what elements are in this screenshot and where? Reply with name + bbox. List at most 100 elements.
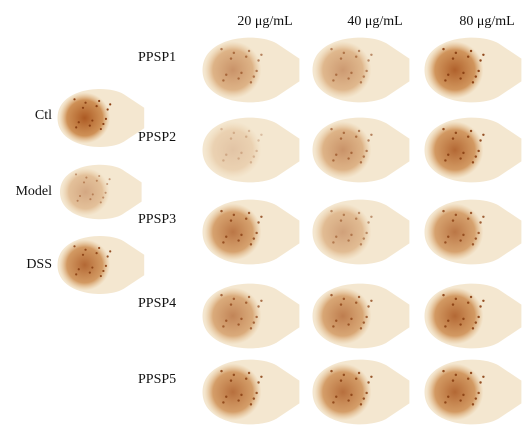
stain-dot xyxy=(233,374,235,376)
stain xyxy=(426,364,483,421)
stain-dot xyxy=(77,200,79,202)
stain-dot xyxy=(482,54,484,56)
stain-dot xyxy=(442,210,444,212)
stain-dot xyxy=(358,296,360,298)
stain-dot xyxy=(75,173,77,175)
stain-dot xyxy=(340,137,342,139)
stain-dot xyxy=(330,370,332,372)
stain xyxy=(426,122,483,179)
larva-image xyxy=(425,38,522,103)
stain xyxy=(314,204,371,261)
stain-dot xyxy=(330,210,332,212)
stain-dot xyxy=(343,52,345,54)
stain-dot xyxy=(365,392,367,394)
larva-image xyxy=(60,165,142,220)
column-header: 20 μg/mL xyxy=(237,14,292,29)
row-label: PPSP4 xyxy=(138,296,176,311)
stain-dot xyxy=(250,403,252,405)
stain-dot xyxy=(225,154,227,156)
stain-dot xyxy=(477,70,479,72)
stain-dot xyxy=(442,370,444,372)
stain-dot xyxy=(253,155,255,157)
stain-dot xyxy=(248,212,250,214)
stain-dot xyxy=(477,392,479,394)
stain-dot xyxy=(477,150,479,152)
larva-image xyxy=(425,118,522,183)
stain-dot xyxy=(255,150,257,152)
stain-dot xyxy=(73,98,75,100)
stain-dot xyxy=(230,137,232,139)
stain-dot xyxy=(452,137,454,139)
stain-dot xyxy=(109,178,111,180)
stain-dot xyxy=(365,232,367,234)
stain-dot xyxy=(475,75,477,77)
stain-dot xyxy=(360,327,362,329)
stain-dot xyxy=(467,377,469,379)
larva-image xyxy=(203,200,300,265)
stain-dot xyxy=(222,159,224,161)
stain-dot xyxy=(253,321,255,323)
larva-image xyxy=(313,360,410,425)
stain-dot xyxy=(237,239,239,241)
larva-image xyxy=(425,200,522,265)
stain-dot xyxy=(350,394,352,396)
stain-dot xyxy=(355,217,357,219)
stain-dot xyxy=(347,399,349,401)
stain-dot xyxy=(452,57,454,59)
stain-dot xyxy=(89,125,91,127)
larva-image xyxy=(313,200,410,265)
stain-dot xyxy=(245,301,247,303)
stain-dot xyxy=(91,266,93,268)
stain-dot xyxy=(343,214,345,216)
stain-dot xyxy=(332,159,334,161)
stain-dot xyxy=(462,72,464,74)
stain-dot xyxy=(472,403,474,405)
stain-dot xyxy=(78,268,80,270)
stain-dot xyxy=(260,54,262,56)
stain-dot xyxy=(237,77,239,79)
stain-dot xyxy=(335,320,337,322)
stain-dot xyxy=(230,379,232,381)
stain-dot xyxy=(447,74,449,76)
stain-dot xyxy=(257,221,259,223)
stain-dot xyxy=(444,79,446,81)
stain-dot xyxy=(444,325,446,327)
stain-dot xyxy=(355,377,357,379)
stain-dot xyxy=(245,55,247,57)
stain-dot xyxy=(340,303,342,305)
stain-dot xyxy=(248,372,250,374)
stain-dot xyxy=(245,217,247,219)
stain-dot xyxy=(350,234,352,236)
stain xyxy=(62,168,110,216)
stain-dot xyxy=(467,217,469,219)
stain-dot xyxy=(462,234,464,236)
stain-dot xyxy=(482,376,484,378)
stain-dot xyxy=(95,252,97,254)
stain-dot xyxy=(347,323,349,325)
stain-dot xyxy=(260,376,262,378)
larva-image xyxy=(203,284,300,349)
stain-dot xyxy=(106,183,108,185)
stain-dot xyxy=(444,159,446,161)
larva-image xyxy=(58,89,145,147)
stain-dot xyxy=(340,219,342,221)
stain xyxy=(59,93,110,144)
stain-dot xyxy=(248,296,250,298)
stain-dot xyxy=(92,193,94,195)
stain xyxy=(426,42,483,99)
stain-dot xyxy=(475,321,477,323)
stain-dot xyxy=(237,157,239,159)
stain xyxy=(314,364,371,421)
larva-image xyxy=(313,284,410,349)
stain-dot xyxy=(479,305,481,307)
stain-dot xyxy=(230,219,232,221)
stain-dot xyxy=(350,152,352,154)
stain-dot xyxy=(332,401,334,403)
stain-dot xyxy=(475,155,477,157)
stain-dot xyxy=(102,123,104,125)
stain-dot xyxy=(98,247,100,249)
row-label: PPSP3 xyxy=(138,212,176,227)
stain-dot xyxy=(255,232,257,234)
stain-dot xyxy=(347,239,349,241)
stain-dot xyxy=(447,154,449,156)
